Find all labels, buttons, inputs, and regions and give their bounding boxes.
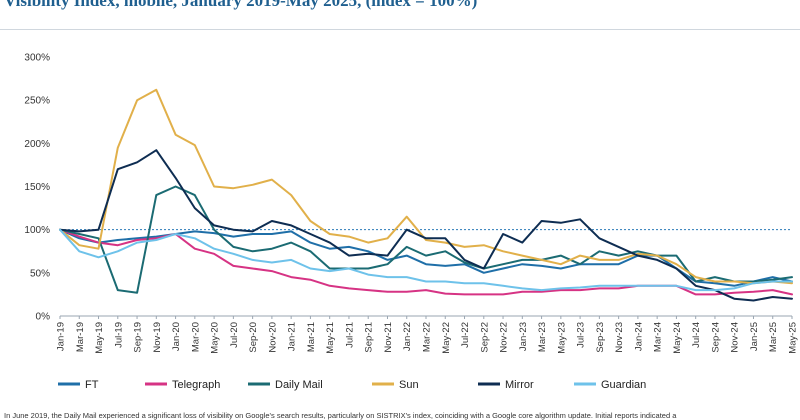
legend-label: Guardian [601, 379, 646, 391]
x-tick-label: Jan-23 [518, 322, 529, 351]
y-tick-label: 200% [24, 139, 50, 150]
x-tick-label: Nov-23 [614, 322, 625, 353]
x-tick-label: Sep-19 [133, 322, 144, 353]
x-tick-label: Nov-22 [499, 322, 510, 353]
x-tick-label: Jan-25 [749, 322, 760, 351]
y-tick-label: 150% [24, 182, 50, 193]
x-tick-label: Jan-22 [402, 322, 413, 351]
x-tick-label: Jul-22 [460, 322, 471, 348]
x-tick-label: Nov-21 [383, 322, 394, 353]
x-tick-label: May-20 [210, 322, 221, 354]
x-tick-label: Jul-20 [229, 322, 240, 348]
legend-label: Telegraph [172, 379, 220, 391]
x-tick-label: Sep-23 [595, 322, 606, 353]
x-tick-label: May-23 [556, 322, 567, 354]
title-divider [0, 29, 800, 30]
x-tick-label: Mar-23 [537, 322, 548, 352]
x-tick-label: Mar-20 [190, 322, 201, 352]
x-tick-label: Jan-19 [56, 322, 67, 351]
x-tick-label: Jul-19 [113, 322, 124, 348]
series-line-guardian [59, 228, 793, 292]
series-line-mirror [59, 149, 793, 302]
x-tick-label: Jan-20 [171, 322, 182, 351]
x-tick-label: Sep-24 [710, 322, 721, 353]
legend-label: Sun [399, 379, 419, 391]
x-tick-label: Mar-21 [306, 322, 317, 352]
y-tick-label: 50% [30, 268, 50, 279]
x-tick-label: Mar-25 [768, 322, 779, 352]
x-tick-label: Jul-23 [576, 322, 587, 348]
x-tick-label: Jan-21 [287, 322, 298, 351]
series-line-ft [59, 228, 793, 287]
legend: FT Telegraph Daily Mail Sun Mirror Guardian [58, 379, 646, 391]
x-tick-label: Jan-24 [633, 322, 644, 351]
legend-label: Daily Mail [275, 379, 323, 391]
x-tick-label: Nov-20 [267, 322, 278, 353]
x-tick-label: Jul-21 [344, 322, 355, 348]
x-axis: Jan-19 Mar-19 May-19 Jul-19 Sep-19 Nov-19 Jan-… [56, 315, 799, 354]
series-lines [59, 88, 793, 302]
y-axis: 0% 50% 100% 150% 200% 250% 300% [24, 53, 50, 323]
series-line-sun [59, 88, 793, 285]
legend-label: Mirror [505, 379, 534, 391]
y-tick-label: 100% [24, 225, 50, 236]
footnote: In June 2019, the Daily Mail experienced… [4, 411, 677, 420]
x-tick-label: Sep-22 [479, 322, 490, 353]
x-tick-label: Nov-24 [730, 322, 741, 353]
x-tick-label: May-21 [325, 322, 336, 354]
x-tick-label: May-25 [788, 322, 799, 354]
x-tick-label: May-22 [441, 322, 452, 354]
y-tick-label: 250% [24, 96, 50, 107]
x-tick-label: Sep-21 [364, 322, 375, 353]
x-tick-label: Mar-22 [422, 322, 433, 352]
x-tick-label: Jul-24 [691, 322, 702, 348]
x-tick-label: Nov-19 [152, 322, 163, 353]
x-tick-label: Mar-19 [75, 322, 86, 352]
y-tick-label: 0% [36, 312, 51, 323]
x-tick-label: May-19 [94, 322, 105, 354]
x-tick-label: Sep-20 [248, 322, 259, 353]
chart-title: Visibility Index, mobile, January 2019-M… [4, 0, 478, 10]
x-tick-label: Mar-24 [653, 322, 664, 352]
y-tick-label: 300% [24, 53, 50, 64]
x-tick-label: May-24 [672, 322, 683, 354]
legend-label: FT [85, 379, 99, 391]
